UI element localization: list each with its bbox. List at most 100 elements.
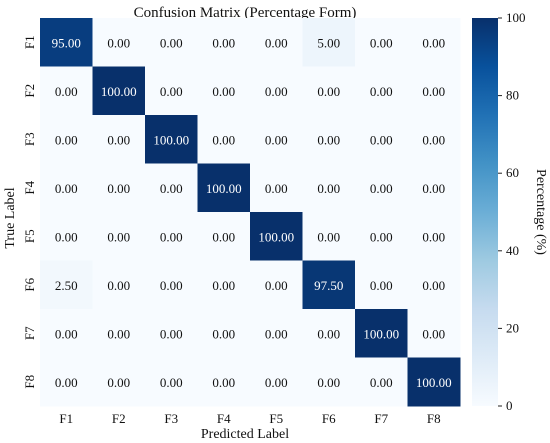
cell-value-label: 0.00	[212, 229, 235, 244]
cell-value-label: 100.00	[206, 181, 242, 196]
cell-value-label: 0.00	[317, 84, 340, 99]
heatmap-cell	[355, 309, 408, 358]
cell-value-label: 0.00	[370, 35, 393, 50]
y-tick-label: F7	[22, 326, 37, 340]
cell-value-label: 0.00	[107, 181, 130, 196]
heatmap-cell	[302, 18, 356, 67]
cell-value-label: 0.00	[422, 35, 445, 50]
heatmap-cell	[92, 357, 146, 407]
cell-value-label: 0.00	[265, 84, 288, 99]
cell-value-label: 0.00	[55, 229, 78, 244]
chart-title: Confusion Matrix (Percentage Form)	[134, 5, 357, 21]
cell-value-label: 0.00	[265, 181, 288, 196]
heatmap-cell	[197, 66, 251, 116]
heatmap-cell	[92, 18, 146, 67]
heatmap-cell	[407, 115, 461, 164]
cell-value-label: 0.00	[265, 375, 288, 390]
cell-value-label: 0.00	[370, 132, 393, 147]
cell-value-label: 0.00	[107, 375, 130, 390]
cell-value-label: 100.00	[363, 326, 399, 341]
heatmap-cell	[145, 115, 198, 164]
y-tick-labels: F1 F2 F3 F4 F5 F6 F7 F8	[22, 35, 37, 388]
y-tick-label: F2	[22, 84, 37, 98]
cell-value-label: 0.00	[370, 84, 393, 99]
heatmap-cell	[197, 115, 251, 164]
cell-value-label: 0.00	[265, 35, 288, 50]
cell-value-label: 0.00	[160, 229, 183, 244]
heatmap-cell	[40, 163, 93, 213]
cell-value-label: 0.00	[370, 375, 393, 390]
cell-value-label: 0.00	[422, 278, 445, 293]
heatmap-cell	[250, 18, 303, 67]
x-tick-label: F4	[217, 411, 231, 426]
heatmap-cell	[250, 115, 303, 164]
heatmap-cell	[145, 212, 198, 261]
heatmap-cell	[355, 357, 408, 407]
heatmap-cell	[40, 260, 93, 310]
heatmap-cell	[40, 18, 93, 67]
heatmap-cell	[355, 212, 408, 261]
cell-value-label: 0.00	[422, 181, 445, 196]
x-tick-labels: F1 F2 F3 F4 F5 F6 F7 F8	[59, 411, 440, 426]
colorbar-fill	[472, 18, 498, 406]
cell-value-label: 0.00	[212, 326, 235, 341]
colorbar-tick-label: 80	[506, 88, 519, 103]
cell-value-label: 0.00	[370, 181, 393, 196]
heatmap-cell	[197, 212, 251, 261]
heatmap-cell	[197, 260, 251, 310]
heatmap-cell	[407, 309, 461, 358]
heatmap-cell	[355, 163, 408, 213]
cell-value-label: 100.00	[101, 84, 137, 99]
cell-value-label: 0.00	[317, 229, 340, 244]
colorbar-ticks: 0 20 40 60 80 100	[498, 10, 526, 413]
colorbar-tick-label: 0	[506, 398, 513, 413]
colorbar: 0 20 40 60 80 100 Percentage (%)	[472, 10, 548, 413]
heatmap-cell	[40, 357, 93, 407]
heatmap-cell	[145, 260, 198, 310]
heatmap-cell	[407, 163, 461, 213]
y-tick-label: F4	[22, 180, 37, 194]
y-tick-label: F1	[22, 35, 37, 49]
heatmap-cell	[250, 163, 303, 213]
heatmap-cell	[92, 66, 146, 116]
heatmap-cell	[407, 18, 461, 67]
heatmap-cell	[355, 66, 408, 116]
colorbar-tick-label: 20	[506, 320, 519, 335]
heatmap-cell	[302, 212, 356, 261]
cell-value-label: 0.00	[55, 181, 78, 196]
cell-value-label: 0.00	[265, 278, 288, 293]
x-tick-label: F7	[374, 411, 388, 426]
cell-value-label: 0.00	[317, 181, 340, 196]
cell-value-label: 100.00	[153, 132, 189, 147]
cell-value-label: 0.00	[160, 375, 183, 390]
cell-value-label: 0.00	[212, 132, 235, 147]
cell-value-label: 0.00	[107, 229, 130, 244]
x-tick-label: F5	[269, 411, 283, 426]
heatmap-cell	[250, 66, 303, 116]
heatmap-cell	[197, 163, 251, 213]
cell-value-label: 0.00	[317, 132, 340, 147]
heatmap-cell	[145, 357, 198, 407]
cell-value-label: 0.00	[212, 278, 235, 293]
heatmap-cell	[92, 212, 146, 261]
heatmap-cells: 95.00 0.00 0.00 0.00 0.00 5.00 0.00 0.00 0.00 100…	[40, 18, 461, 407]
heatmap-cell	[92, 163, 146, 213]
heatmap-cell	[302, 115, 356, 164]
heatmap-cell	[40, 66, 93, 116]
heatmap-cell	[145, 66, 198, 116]
x-tick-label: F1	[59, 411, 73, 426]
cell-value-label: 0.00	[265, 132, 288, 147]
heatmap-cell	[302, 66, 356, 116]
cell-value-label: 0.00	[317, 375, 340, 390]
cell-value-label: 100.00	[416, 375, 452, 390]
heatmap-cell	[302, 260, 356, 310]
colorbar-tick-label: 40	[506, 243, 519, 258]
colorbar-tick-label: 100	[506, 10, 526, 25]
cell-value-label: 0.00	[422, 229, 445, 244]
heatmap-cell	[407, 66, 461, 116]
cell-value-label: 0.00	[160, 35, 183, 50]
cell-value-label: 0.00	[107, 278, 130, 293]
cell-value-label: 0.00	[422, 326, 445, 341]
heatmap-cell	[40, 212, 93, 261]
